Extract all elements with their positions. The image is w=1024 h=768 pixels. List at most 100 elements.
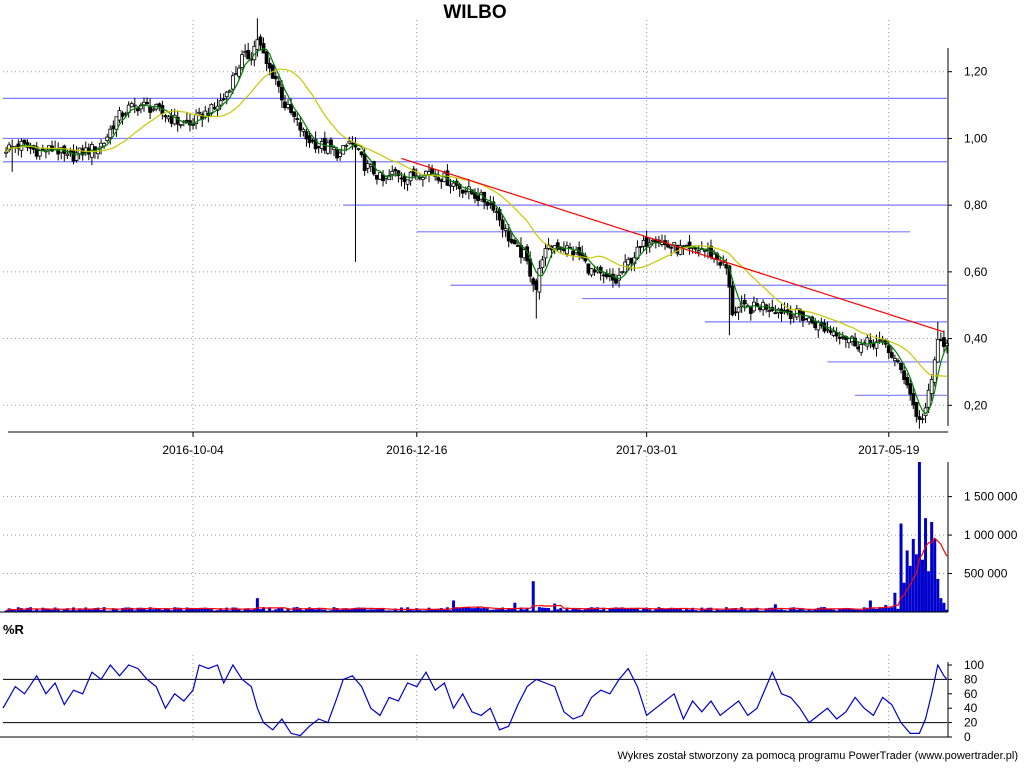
volume-bar xyxy=(859,609,863,612)
volume-bar xyxy=(167,609,171,612)
wr-tick-label: 40 xyxy=(964,701,978,715)
volume-bar xyxy=(124,607,128,612)
volume-bar xyxy=(577,609,581,612)
candle-body xyxy=(448,184,453,187)
candle-body xyxy=(601,274,606,277)
volume-bar xyxy=(881,607,885,612)
candle-body xyxy=(145,101,149,105)
volume-bar xyxy=(776,609,780,612)
williams-r-label: %R xyxy=(3,622,24,637)
volume-bar xyxy=(562,610,566,612)
candle-body xyxy=(329,139,333,148)
volume-bar xyxy=(920,559,924,612)
volume-bar xyxy=(602,607,606,612)
williams-r xyxy=(2,663,948,737)
candle-body xyxy=(240,54,244,68)
candle-body xyxy=(430,168,434,174)
candle-body xyxy=(773,312,778,315)
candle-body xyxy=(552,245,557,250)
volume-bar xyxy=(835,610,839,612)
candle-body xyxy=(307,135,312,144)
candle-body xyxy=(166,116,171,120)
candle-body xyxy=(178,124,183,126)
candle-body xyxy=(350,142,355,145)
volume-bar xyxy=(482,607,486,612)
y-tick-label: 0,20 xyxy=(964,398,988,412)
volume-bar xyxy=(433,609,437,612)
volume-bar xyxy=(185,607,189,612)
candle-body xyxy=(191,123,195,126)
candle-body xyxy=(571,250,575,256)
volume-bar xyxy=(455,607,459,612)
volume-bar xyxy=(311,608,315,612)
chart-title: WILBO xyxy=(443,2,507,23)
candle-body xyxy=(37,150,42,157)
trend-line xyxy=(401,157,945,333)
candle-body xyxy=(4,151,8,154)
candle-body xyxy=(730,285,735,316)
candle-body xyxy=(828,330,833,333)
volume-bar xyxy=(678,608,682,612)
volume-bar xyxy=(930,522,934,612)
volume-bar xyxy=(283,610,287,612)
volume-bar xyxy=(629,607,633,612)
volume-bar xyxy=(838,608,842,612)
candle-body xyxy=(807,317,811,323)
candle-body xyxy=(488,202,493,205)
volume-bar xyxy=(853,609,857,612)
candles xyxy=(4,18,949,429)
volume-bar xyxy=(81,609,85,612)
volume-bar xyxy=(684,609,688,612)
volume-bar xyxy=(801,609,805,612)
volume-bar xyxy=(890,607,894,612)
volume-bar xyxy=(804,610,808,612)
volume-bar xyxy=(151,609,155,612)
volume-bar xyxy=(764,608,768,612)
tick-labels: 2016-10-04 2016-12-16 2017-03-01 2017-05-19… xyxy=(162,65,1017,744)
candle-body xyxy=(99,142,103,148)
volume-bar xyxy=(258,609,262,612)
volume-bar xyxy=(841,608,845,612)
volume-bar xyxy=(856,609,860,612)
volume-bar xyxy=(396,610,400,612)
volume-bar xyxy=(372,609,376,612)
candle-body xyxy=(267,62,272,69)
candle-body xyxy=(877,339,882,342)
volume-bar xyxy=(381,608,385,612)
volume-bar xyxy=(645,607,649,612)
grid xyxy=(3,20,947,740)
candle-body xyxy=(463,190,468,193)
candle-body xyxy=(856,346,861,350)
candle-body xyxy=(117,110,122,121)
candle-body xyxy=(917,416,922,420)
candle-body xyxy=(399,177,404,180)
volume-bar xyxy=(887,607,891,612)
candle-body xyxy=(436,177,441,181)
candle-body xyxy=(696,250,701,253)
volume-bar xyxy=(90,609,94,612)
volume-bar xyxy=(635,608,639,612)
candle-body xyxy=(926,389,931,408)
volume-bar xyxy=(249,609,253,612)
volume-bar xyxy=(703,609,707,612)
volume-bar xyxy=(792,607,796,612)
volume-bar xyxy=(366,609,370,612)
candle-body xyxy=(503,228,508,231)
candle-body xyxy=(439,179,444,182)
volume-bar xyxy=(669,607,673,612)
candle-body xyxy=(375,174,379,180)
volume-bar xyxy=(148,607,152,612)
volume-bar xyxy=(182,610,186,612)
candle-body xyxy=(899,362,903,371)
volume-bar xyxy=(338,609,342,612)
volume-bar xyxy=(807,609,811,612)
volume-bar xyxy=(789,607,793,612)
y-tick-label: 1,20 xyxy=(964,65,988,79)
x-tick-label: 2016-12-16 xyxy=(386,443,448,457)
volume-bar xyxy=(565,608,569,612)
candle-body xyxy=(644,237,649,248)
candle-body xyxy=(896,360,900,363)
candle-body xyxy=(718,262,723,266)
candle-body xyxy=(516,245,520,247)
volume-bar xyxy=(752,608,756,612)
